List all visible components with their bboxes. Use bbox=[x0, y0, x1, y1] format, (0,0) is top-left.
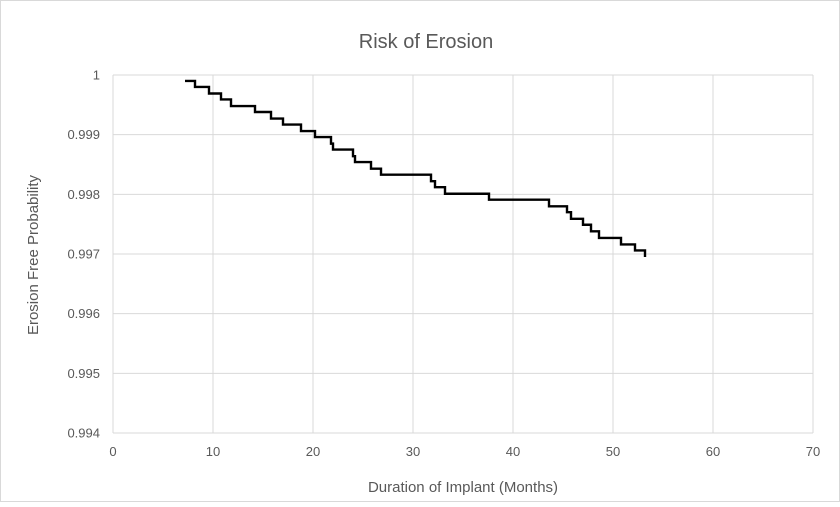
y-tick-label: 0.996 bbox=[67, 306, 100, 321]
y-tick-label: 0.994 bbox=[67, 426, 100, 441]
y-axis-label: Erosion Free Probability bbox=[25, 174, 42, 335]
series-layer bbox=[185, 79, 647, 257]
y-tick-label: 1 bbox=[93, 68, 100, 83]
x-tick-label: 30 bbox=[406, 444, 420, 459]
y-tick-label: 0.997 bbox=[67, 247, 100, 262]
x-axis-tick-labels: 0 10 20 30 40 50 60 70 bbox=[109, 444, 820, 459]
y-axis-tick-labels: 0.994 0.995 0.996 0.997 0.998 0.999 1 bbox=[67, 68, 100, 441]
x-tick-label: 50 bbox=[606, 444, 620, 459]
x-tick-label: 70 bbox=[806, 444, 820, 459]
y-tick-label: 0.998 bbox=[67, 187, 100, 202]
y-tick-label: 0.995 bbox=[67, 366, 100, 381]
x-tick-label: 20 bbox=[306, 444, 320, 459]
x-axis-label: Duration of Implant (Months) bbox=[368, 479, 558, 496]
x-tick-label: 40 bbox=[506, 444, 520, 459]
y-tick-label: 0.999 bbox=[67, 127, 100, 142]
survival-step-line bbox=[185, 79, 647, 257]
x-tick-label: 60 bbox=[706, 444, 720, 459]
x-tick-label: 10 bbox=[206, 444, 220, 459]
chart-title: Risk of Erosion bbox=[359, 31, 494, 53]
x-tick-label: 0 bbox=[109, 444, 116, 459]
